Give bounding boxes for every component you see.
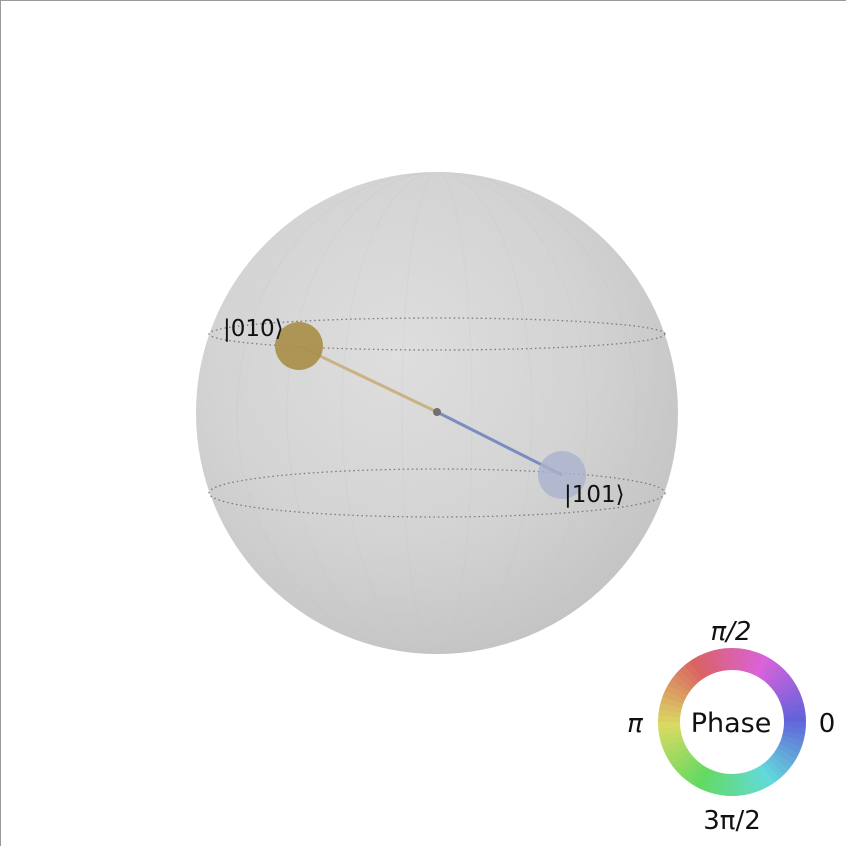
phase-tick-right: 0 xyxy=(819,709,836,739)
phase-wheel-segment xyxy=(780,735,804,748)
phase-wheel-segment xyxy=(753,766,770,790)
phase-wheel-segment xyxy=(719,773,728,796)
phase-wheel-segment xyxy=(779,739,802,754)
phase-wheel-segment xyxy=(768,755,789,775)
phase-wheel-segment xyxy=(780,696,804,709)
phase-wheel-segment xyxy=(761,661,780,683)
phase-wheel-segment xyxy=(689,764,707,787)
phase-wheel-segment xyxy=(758,764,775,787)
phase-wheel-segment xyxy=(779,690,802,705)
state-vectors xyxy=(275,322,586,499)
phase-wheel-segment xyxy=(718,648,728,671)
phase-wheel-segment xyxy=(695,767,711,790)
phase-wheel-segment xyxy=(782,702,805,713)
phase-tick-bottom: 3π/2 xyxy=(703,806,761,836)
phase-wheel-segment xyxy=(658,709,681,718)
phase-wheel-segment xyxy=(675,755,696,775)
phase-wheel-segment xyxy=(774,679,797,696)
phase-wheel-segment xyxy=(731,648,739,671)
phase-wheel-segment xyxy=(694,654,711,678)
phase-wheel-segment xyxy=(757,657,775,680)
phase-wheel-segment xyxy=(664,685,687,701)
state-label-010: |010⟩ xyxy=(223,316,284,342)
phase-tick-left: π xyxy=(627,709,643,739)
phase-wheel-segment xyxy=(712,649,723,672)
phase-wheel-segment xyxy=(662,739,685,754)
phase-wheel-segment xyxy=(679,665,699,686)
phase-wheel-segment xyxy=(662,690,685,705)
state-marker-010 xyxy=(275,322,323,370)
phase-wheel xyxy=(658,648,806,796)
phase-wheel-segment xyxy=(749,652,764,675)
phase-wheel-segment xyxy=(783,726,806,735)
phase-wheel-segment xyxy=(675,669,696,689)
phase-wheel-segment xyxy=(660,735,684,748)
phase-wheel-segment xyxy=(658,715,681,723)
phase-wheel-segment xyxy=(765,758,785,779)
phase-wheel-segment xyxy=(659,731,682,742)
phase-wheel-segment xyxy=(684,661,703,683)
phase-wheel-segment xyxy=(658,726,681,736)
state-marker-101 xyxy=(538,451,586,499)
phase-wheel-segment xyxy=(660,696,684,709)
phase-legend-title: Phase xyxy=(691,708,772,739)
phase-wheel-segment xyxy=(783,721,806,729)
state-line-010 xyxy=(298,344,438,414)
phase-wheel-segment xyxy=(771,674,793,693)
phase-wheel-segment xyxy=(706,770,719,794)
phase-wheel-segment xyxy=(749,769,764,792)
phase-wheel-segment xyxy=(684,761,703,783)
phase-wheel-segment xyxy=(689,657,706,680)
phase-wheel-segment xyxy=(736,648,745,671)
phase-wheel-segment xyxy=(671,751,693,770)
phase-wheel-segment xyxy=(667,679,690,697)
phase-wheel-segment xyxy=(706,650,719,674)
phase-wheel-segment xyxy=(782,730,805,742)
phase-wheel-segment xyxy=(740,649,752,672)
phase-wheel-segment xyxy=(761,761,780,783)
phase-tick-top: π/2 xyxy=(711,617,752,647)
sphere-facets xyxy=(236,172,638,654)
sphere-center-point xyxy=(433,408,441,416)
phase-wheel-segment xyxy=(664,743,688,760)
phase-wheel-segment xyxy=(776,684,800,701)
phase-wheel-segment xyxy=(700,652,715,675)
phase-wheel-segment xyxy=(753,654,769,677)
phase-wheel-segment xyxy=(659,702,682,714)
phase-wheel-segment xyxy=(679,758,699,779)
phase-wheel-segment xyxy=(700,769,715,792)
phase-wheel-segment xyxy=(671,674,693,693)
latitude-ring-lower xyxy=(208,468,666,518)
phase-wheel-segment xyxy=(736,773,746,796)
phase-wheel-segment xyxy=(771,751,793,770)
phase-wheel-segment xyxy=(741,772,752,795)
latitude-ring-upper xyxy=(208,317,666,351)
phase-wheel-segment xyxy=(745,650,758,674)
phase-wheel-segment xyxy=(768,669,789,689)
phase-wheel-segment xyxy=(777,743,800,759)
phase-wheel-segment xyxy=(774,747,797,765)
phase-legend: Phase π/2 π 0 3π/2 xyxy=(627,617,835,836)
phase-wheel-segment xyxy=(667,748,690,765)
phase-wheel-segment xyxy=(765,665,785,686)
phase-wheel-segment xyxy=(712,772,724,795)
phase-wheel-segment xyxy=(745,770,758,794)
state-label-101: |101⟩ xyxy=(564,482,625,508)
phase-wheel-segment xyxy=(783,708,806,718)
phase-wheel-segment xyxy=(725,773,733,796)
